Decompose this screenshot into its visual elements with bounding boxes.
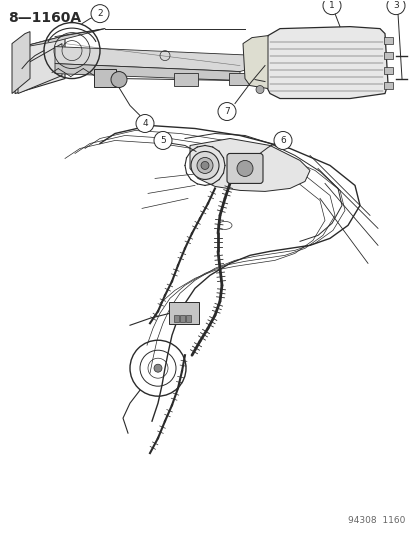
Circle shape: [190, 151, 218, 180]
Polygon shape: [55, 63, 240, 80]
Circle shape: [201, 161, 209, 169]
FancyBboxPatch shape: [384, 37, 392, 44]
Text: 1: 1: [328, 1, 334, 10]
FancyBboxPatch shape: [228, 72, 248, 85]
FancyBboxPatch shape: [173, 72, 197, 85]
Text: 5: 5: [160, 136, 166, 145]
Circle shape: [111, 71, 127, 87]
Polygon shape: [242, 36, 267, 88]
Polygon shape: [12, 31, 30, 93]
FancyBboxPatch shape: [94, 69, 116, 86]
FancyBboxPatch shape: [384, 82, 392, 89]
Circle shape: [154, 364, 161, 372]
FancyBboxPatch shape: [174, 315, 179, 322]
FancyBboxPatch shape: [226, 154, 262, 183]
FancyBboxPatch shape: [384, 52, 392, 59]
Circle shape: [322, 0, 340, 14]
Circle shape: [218, 102, 235, 120]
Circle shape: [255, 85, 263, 93]
Circle shape: [154, 132, 171, 149]
Text: 4: 4: [142, 119, 147, 128]
Text: 3: 3: [392, 1, 398, 10]
Text: 94308  1160: 94308 1160: [347, 516, 404, 525]
Text: 2: 2: [97, 9, 102, 18]
Text: 7: 7: [223, 107, 229, 116]
Polygon shape: [15, 36, 65, 93]
FancyBboxPatch shape: [169, 302, 199, 324]
Circle shape: [236, 160, 252, 176]
Circle shape: [386, 0, 404, 14]
FancyBboxPatch shape: [186, 315, 191, 322]
Circle shape: [136, 115, 154, 133]
Circle shape: [91, 5, 109, 22]
Polygon shape: [18, 44, 62, 93]
FancyBboxPatch shape: [180, 315, 185, 322]
Polygon shape: [55, 46, 259, 71]
Text: 8—1160A: 8—1160A: [8, 11, 81, 25]
Polygon shape: [190, 139, 309, 191]
Circle shape: [273, 132, 291, 149]
FancyBboxPatch shape: [384, 67, 392, 74]
Polygon shape: [15, 29, 105, 49]
Polygon shape: [264, 27, 387, 99]
Circle shape: [197, 157, 212, 173]
Text: 6: 6: [280, 136, 285, 145]
